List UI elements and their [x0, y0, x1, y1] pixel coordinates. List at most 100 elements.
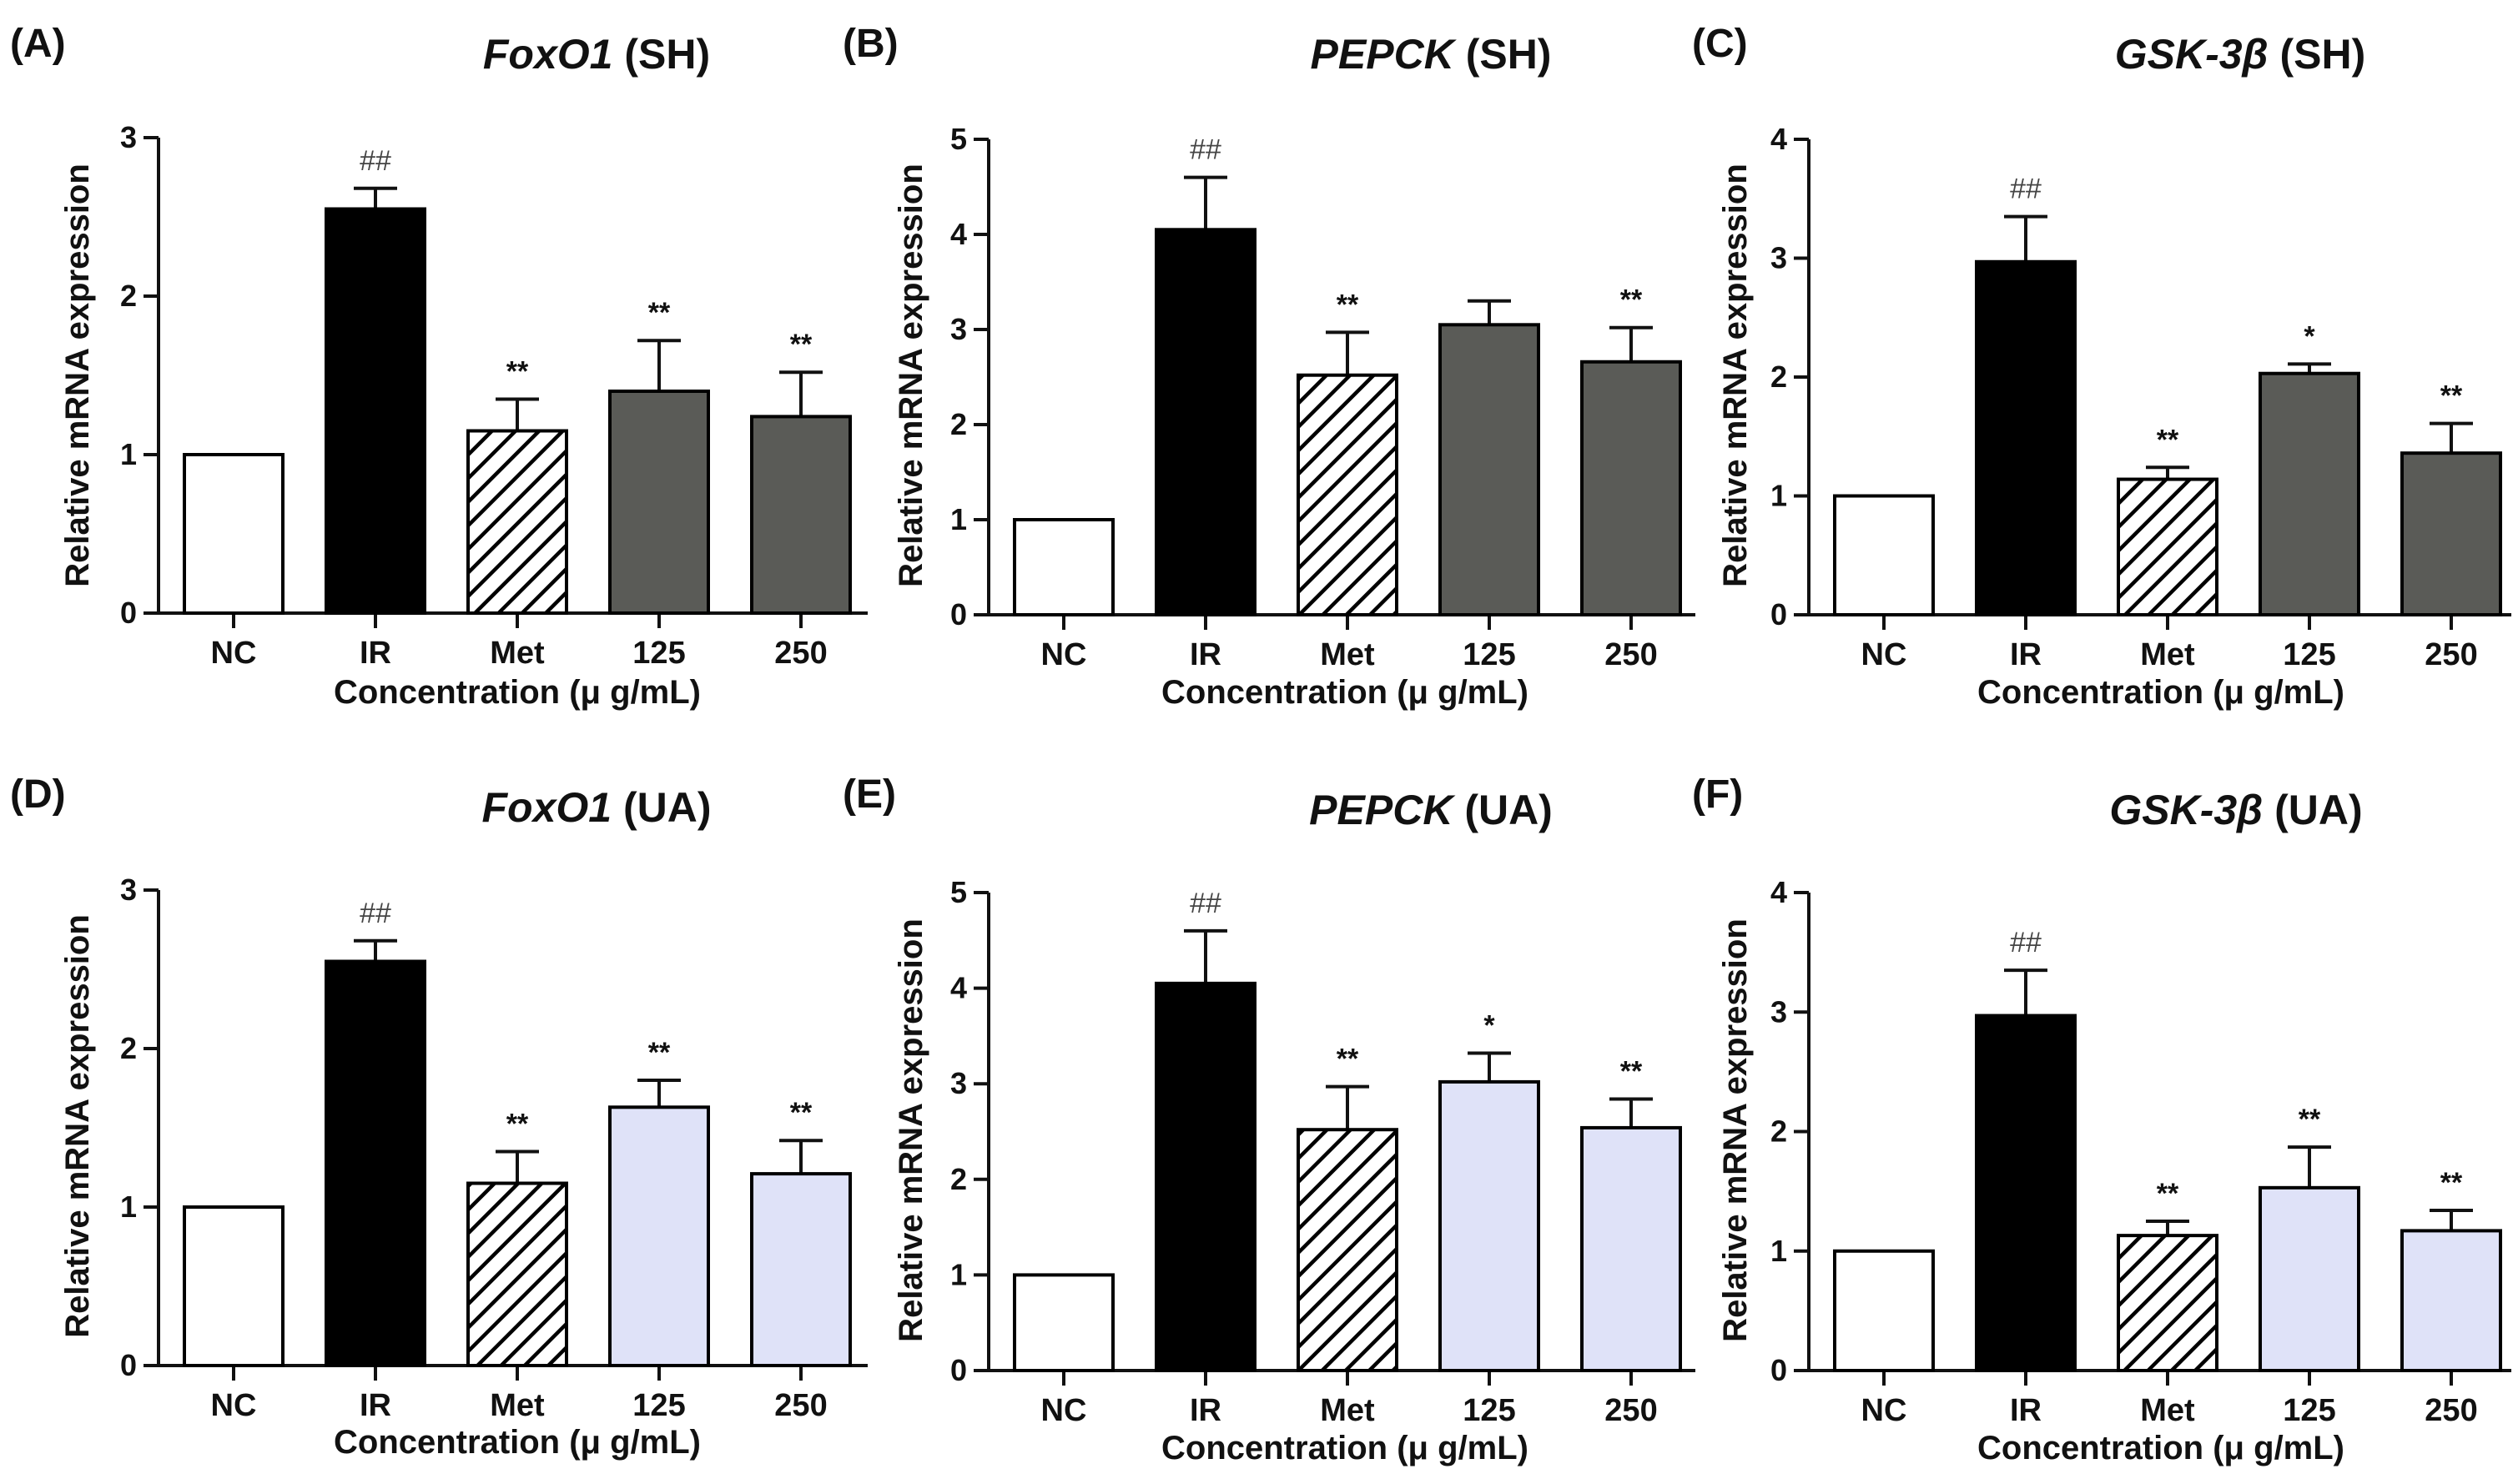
- chart-title: PEPCK (SH): [1311, 31, 1552, 78]
- bar-nc: [1833, 1249, 1935, 1372]
- bar-250: [750, 1172, 852, 1367]
- x-tick-label: NC: [211, 1388, 257, 1423]
- significance-marker: **: [2440, 1167, 2463, 1199]
- y-tick-label: 3: [950, 312, 967, 346]
- title-suffix: (SH): [2269, 31, 2366, 78]
- y-axis-label: Relative mRNA expression: [893, 918, 929, 1342]
- x-tick-label: 250: [2425, 1393, 2477, 1428]
- y-tick-label: 0: [950, 1353, 967, 1387]
- panel-letter: (B): [843, 22, 899, 66]
- x-tick-label: 250: [1604, 637, 1657, 672]
- y-tick-label: 5: [950, 122, 967, 156]
- title-suffix: (SH): [1454, 31, 1552, 78]
- y-tick-label: 0: [120, 596, 137, 630]
- x-tick-label: NC: [1041, 637, 1087, 672]
- y-tick-label: 2: [1770, 1114, 1787, 1149]
- x-tick-label: NC: [1041, 1393, 1087, 1428]
- bar-ir: [325, 207, 426, 615]
- x-tick-label: 250: [2425, 637, 2477, 672]
- panel-letter: (F): [1692, 772, 1743, 817]
- bar-nc: [1833, 494, 1935, 616]
- bar-nc: [1013, 1273, 1115, 1373]
- significance-marker: *: [1483, 1010, 1495, 1042]
- panel-letter: (D): [10, 772, 66, 817]
- x-axis-label: Concentration (μ g/mL): [1161, 1430, 1528, 1466]
- x-tick-label: Met: [2140, 637, 2195, 672]
- significance-marker: ##: [2010, 174, 2042, 205]
- x-tick-label: Met: [490, 636, 545, 671]
- y-axis-label: Relative mRNA expression: [59, 163, 96, 587]
- bar-250: [1580, 1125, 1682, 1373]
- panel-letter: (E): [843, 772, 896, 817]
- significance-marker: **: [506, 1109, 529, 1140]
- bar-met: [1297, 1128, 1398, 1372]
- chart-panel-2: (B) PEPCK (SH) 0 1 2 3 4 5 NC ## IR ** Met 125 ** 250 Co…: [843, 22, 1695, 711]
- bar-125: [608, 1105, 710, 1368]
- y-tick-label: 2: [120, 279, 137, 313]
- x-axis-label: Concentration (μ g/mL): [1977, 674, 2344, 711]
- panel-letter: (A): [10, 22, 66, 66]
- x-tick-label: 125: [1463, 1393, 1515, 1428]
- y-tick-label: 4: [950, 971, 967, 1005]
- title-gene: PEPCK: [1309, 787, 1456, 833]
- x-tick-label: IR: [1190, 1393, 1221, 1428]
- x-tick-label: IR: [2010, 637, 2042, 672]
- chart-title: PEPCK (UA): [1309, 787, 1553, 833]
- bar-ir: [1975, 259, 2077, 616]
- x-tick-label: NC: [1861, 637, 1907, 672]
- significance-marker: **: [1337, 1044, 1359, 1075]
- bar-250: [1580, 360, 1682, 616]
- y-tick-label: 0: [950, 597, 967, 631]
- significance-marker: **: [1620, 1056, 1643, 1088]
- significance-marker: **: [2157, 1178, 2179, 1210]
- bar-ir: [325, 959, 426, 1367]
- significance-marker: **: [1620, 284, 1643, 316]
- x-tick-label: Met: [1320, 637, 1375, 672]
- x-tick-label: NC: [211, 636, 257, 671]
- bar-nc: [183, 1205, 285, 1367]
- bar-met: [466, 429, 568, 615]
- significance-marker: ##: [2010, 927, 2042, 958]
- significance-marker: **: [790, 1097, 813, 1129]
- x-tick-label: 250: [774, 636, 827, 671]
- chart-title: FoxO1 (SH): [483, 31, 710, 78]
- y-tick-label: 4: [950, 217, 967, 251]
- y-tick-label: 0: [1770, 597, 1787, 631]
- bar-125: [2259, 1185, 2360, 1373]
- x-tick-label: IR: [360, 1388, 391, 1423]
- title-suffix: (UA): [1453, 787, 1552, 833]
- bar-250: [750, 415, 852, 615]
- chart-panel-3: (C) GSK-3β (SH) 0 1 2 3 4 NC ## IR ** Met * 125 ** 250 C…: [1692, 22, 2511, 711]
- x-tick-label: 125: [1463, 637, 1515, 672]
- title-suffix: (SH): [612, 31, 710, 78]
- bar-nc: [183, 453, 285, 615]
- x-tick-label: Met: [1320, 1393, 1375, 1428]
- significance-marker: ##: [360, 898, 391, 929]
- y-tick-label: 3: [1770, 994, 1787, 1029]
- x-axis-label: Concentration (μ g/mL): [1977, 1430, 2344, 1466]
- y-tick-label: 2: [950, 407, 967, 441]
- y-tick-label: 2: [120, 1031, 137, 1065]
- x-tick-label: NC: [1861, 1393, 1907, 1428]
- significance-marker: ##: [360, 145, 391, 177]
- bar-met: [2117, 1234, 2218, 1372]
- y-tick-label: 1: [950, 502, 967, 536]
- x-axis-label: Concentration (μ g/mL): [334, 674, 701, 711]
- chart-panel-1: (A) FoxO1 (SH) 0 1 2 3 NC ## IR ** Met ** 125 ** 250 Co…: [10, 22, 868, 711]
- bar-met: [2117, 477, 2218, 616]
- significance-marker: ##: [1190, 888, 1221, 919]
- x-tick-label: 125: [2283, 1393, 2335, 1428]
- significance-marker: **: [790, 329, 813, 360]
- title-gene: GSK-3β: [2115, 31, 2269, 78]
- significance-marker: **: [2299, 1104, 2321, 1135]
- significance-marker: **: [1337, 289, 1359, 320]
- x-tick-label: 250: [1604, 1393, 1657, 1428]
- y-axis-label: Relative mRNA expression: [893, 163, 929, 587]
- bar-met: [466, 1181, 568, 1367]
- x-tick-label: 125: [632, 1388, 685, 1423]
- y-tick-label: 3: [120, 120, 137, 154]
- y-tick-label: 0: [120, 1348, 137, 1382]
- title-gene: GSK-3β: [2109, 787, 2263, 833]
- y-tick-label: 1: [120, 437, 137, 471]
